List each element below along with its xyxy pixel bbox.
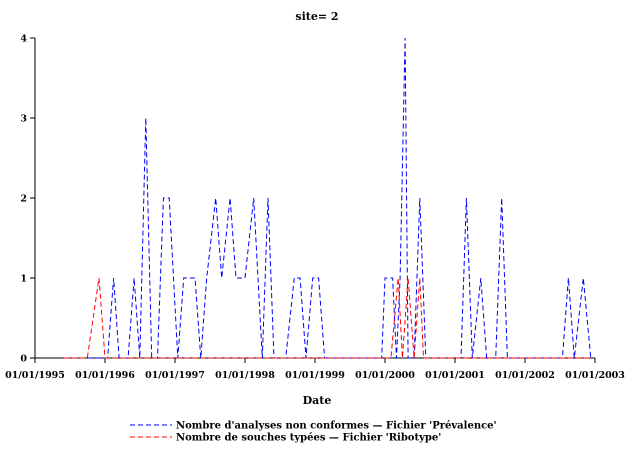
y-tick-label: 2 — [20, 194, 27, 205]
series-line-2 — [63, 277, 591, 359]
x-tick-label: 01/01/1998 — [215, 370, 275, 381]
x-tick-label: 01/01/1996 — [75, 370, 135, 381]
x-tick-label: 01/01/2002 — [495, 370, 555, 381]
legend-label-2: Nombre de souches typées — Fichier 'Ribo… — [176, 433, 441, 444]
x-tick-label: 01/01/1995 — [5, 370, 65, 381]
x-tick-label: 01/01/1997 — [145, 370, 205, 381]
plot-area: 0 1 2 3 4 01/01/1995 01/01/1996 01/01/1997 01/01… — [5, 34, 625, 382]
y-tick-label: 0 — [20, 354, 27, 365]
y-tick-label: 1 — [20, 274, 27, 285]
x-tick-label: 01/01/2003 — [565, 370, 625, 381]
series-line-1 — [63, 37, 592, 359]
x-tick-label: 01/01/2001 — [425, 370, 485, 381]
chart-title: site= 2 — [295, 10, 338, 23]
y-tick-label: 4 — [20, 34, 27, 45]
legend-label-1: Nombre d'analyses non conformes — Fichie… — [176, 421, 497, 432]
x-tick-label: 01/01/1999 — [285, 370, 345, 381]
y-tick-label: 3 — [20, 114, 27, 125]
legend: Nombre d'analyses non conformes — Fichie… — [130, 421, 497, 444]
x-tick-label: 01/01/2000 — [355, 370, 415, 381]
x-axis-label: Date — [303, 394, 332, 407]
